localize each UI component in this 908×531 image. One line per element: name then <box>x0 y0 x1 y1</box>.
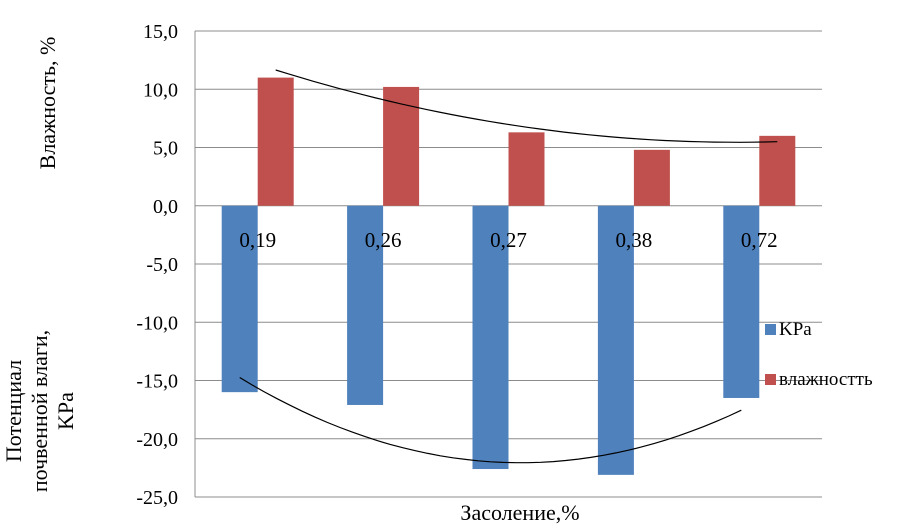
y-tick-label: -25,0 <box>136 487 178 509</box>
trendlines <box>239 69 778 464</box>
y-tick-label: -15,0 <box>136 371 178 393</box>
y-tick-label: 0,0 <box>153 196 178 218</box>
category-label: 0,38 <box>616 228 653 252</box>
y-tick-label: 15,0 <box>143 21 178 43</box>
bar-moisture <box>759 135 796 206</box>
category-labels: 0,19 0,26 0,27 0,38 0,72 <box>239 228 777 252</box>
bar-moisture <box>508 132 545 206</box>
y-axis-label-bottom-line-2: почвенной влаги, <box>27 329 52 493</box>
bar-kpa <box>723 205 760 398</box>
x-axis-label: Засоление,% <box>460 500 580 525</box>
bar-kpa <box>347 205 384 405</box>
category-label: 0,26 <box>365 228 402 252</box>
y-tick-label: -20,0 <box>136 429 178 451</box>
y-axis-label-bottom: Потенциал почвенной влаги, KPa <box>1 291 79 531</box>
category-label: 0,27 <box>490 228 527 252</box>
y-tick-label: -10,0 <box>136 312 178 334</box>
bar-moisture <box>633 149 670 206</box>
bar-moisture <box>383 86 420 206</box>
legend-swatch <box>765 374 776 385</box>
trendline <box>275 69 778 143</box>
legend: KPa влажностть <box>765 319 873 390</box>
bar-kpa <box>221 205 258 393</box>
legend-swatch <box>765 324 776 335</box>
trendline <box>239 376 742 464</box>
y-tick-label: 5,0 <box>153 138 178 160</box>
bar-kpa <box>472 205 509 470</box>
y-tick-labels: 15,0 10,0 5,0 0,0 -5,0 -10,0 -15,0 -20,0 -25,0 <box>136 21 178 509</box>
y-tick-label: 10,0 <box>143 79 178 101</box>
bars <box>221 77 796 475</box>
bar-moisture <box>257 77 294 206</box>
legend-label: влажностть <box>779 369 873 390</box>
category-label: 0,19 <box>239 228 276 252</box>
category-label: 0,72 <box>741 228 778 252</box>
y-axis-label-top: Влажность, % <box>35 36 60 170</box>
y-tick-label: -5,0 <box>146 254 178 276</box>
y-axis-label-bottom-line-3: KPa <box>53 392 78 430</box>
legend-label: KPa <box>779 319 812 340</box>
bar-kpa <box>597 205 634 475</box>
y-axis-label-bottom-line-1: Потенциал <box>1 359 26 463</box>
